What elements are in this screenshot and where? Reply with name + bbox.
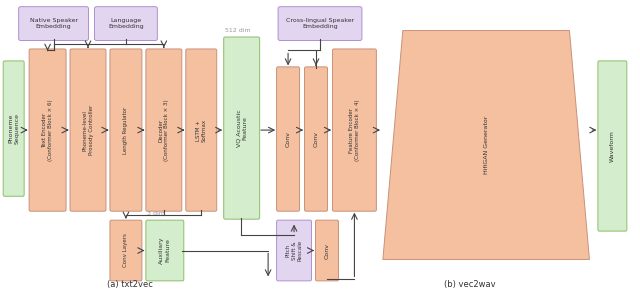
FancyBboxPatch shape bbox=[186, 49, 217, 211]
Text: Conv: Conv bbox=[324, 242, 330, 258]
Text: HifiGAN Generator: HifiGAN Generator bbox=[484, 116, 488, 174]
FancyBboxPatch shape bbox=[146, 49, 182, 211]
Text: Pitch
Shift &
Rescale: Pitch Shift & Rescale bbox=[285, 240, 303, 261]
Text: Native Speaker
Embedding: Native Speaker Embedding bbox=[29, 18, 77, 29]
FancyBboxPatch shape bbox=[19, 7, 88, 40]
Text: Phoneme
Sequence: Phoneme Sequence bbox=[8, 113, 19, 144]
Text: (a) txt2vec: (a) txt2vec bbox=[108, 280, 154, 289]
Text: Language
Embedding: Language Embedding bbox=[108, 18, 144, 29]
FancyBboxPatch shape bbox=[305, 67, 328, 211]
FancyBboxPatch shape bbox=[278, 7, 362, 40]
Text: LSTM +
Softmax: LSTM + Softmax bbox=[196, 119, 207, 142]
FancyBboxPatch shape bbox=[110, 49, 142, 211]
FancyBboxPatch shape bbox=[146, 220, 184, 281]
Text: Text Encoder
(Conformer Block × 6): Text Encoder (Conformer Block × 6) bbox=[42, 99, 53, 161]
Text: VQ Acoustic
Feature: VQ Acoustic Feature bbox=[236, 109, 247, 147]
FancyBboxPatch shape bbox=[224, 37, 260, 219]
FancyBboxPatch shape bbox=[316, 220, 339, 281]
FancyBboxPatch shape bbox=[598, 61, 627, 231]
FancyBboxPatch shape bbox=[95, 7, 157, 40]
Text: Auxiliary
Feature: Auxiliary Feature bbox=[159, 237, 170, 264]
FancyBboxPatch shape bbox=[276, 67, 300, 211]
FancyBboxPatch shape bbox=[332, 49, 376, 211]
Text: (b) vec2wav: (b) vec2wav bbox=[444, 280, 495, 289]
FancyBboxPatch shape bbox=[3, 61, 24, 196]
Text: Feature Encoder
(Conformer Block × 4): Feature Encoder (Conformer Block × 4) bbox=[349, 99, 360, 161]
Text: Cross-lingual Speaker
Embedding: Cross-lingual Speaker Embedding bbox=[286, 18, 354, 29]
FancyBboxPatch shape bbox=[70, 49, 106, 211]
Text: Decoder
(Conformer Block × 3): Decoder (Conformer Block × 3) bbox=[158, 99, 170, 161]
FancyBboxPatch shape bbox=[29, 49, 66, 211]
Text: 3 dim: 3 dim bbox=[147, 211, 165, 216]
Text: Waveform: Waveform bbox=[610, 130, 615, 162]
Text: Conv: Conv bbox=[314, 131, 319, 147]
Text: Length Regulator: Length Regulator bbox=[124, 106, 129, 154]
Text: Conv Layers: Conv Layers bbox=[124, 234, 129, 268]
Text: Phoneme-level
Prosody Controller: Phoneme-level Prosody Controller bbox=[83, 105, 93, 155]
FancyBboxPatch shape bbox=[110, 220, 142, 281]
Polygon shape bbox=[383, 31, 589, 260]
Text: 512 dim: 512 dim bbox=[225, 27, 251, 32]
FancyBboxPatch shape bbox=[276, 220, 312, 281]
Text: Conv: Conv bbox=[285, 131, 291, 147]
